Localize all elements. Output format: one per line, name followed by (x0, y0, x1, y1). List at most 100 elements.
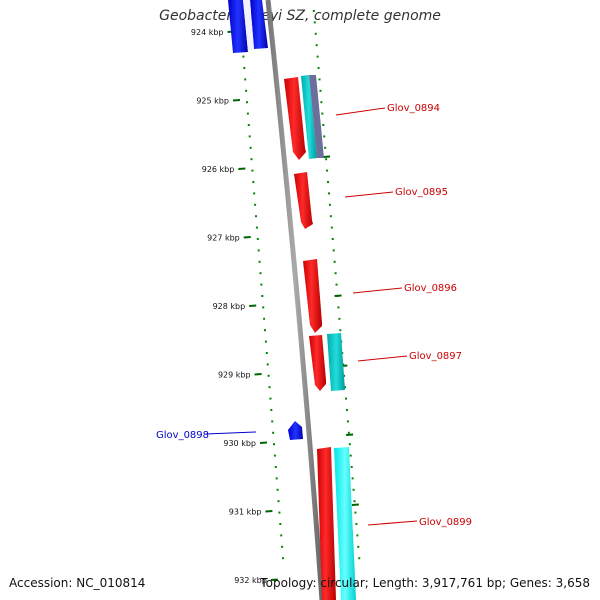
feature-slate-glov-0894 (309, 75, 324, 158)
gc-dot (270, 409, 273, 411)
gene-label-glov-0899[interactable]: Glov_0899 (419, 517, 472, 528)
feature-cyan-glov-0899 (334, 447, 356, 600)
gc-dot (343, 374, 346, 377)
gc-dot (357, 545, 360, 548)
gene-arrow-glov-0898 (288, 421, 303, 440)
gene-block-white-top (243, 0, 254, 52)
track-dash (351, 503, 359, 506)
label-line-glov-0894 (335, 107, 386, 116)
gc-dot (282, 557, 285, 560)
gc-dot (321, 112, 324, 115)
gc-dot (246, 112, 249, 115)
tick-mark (254, 373, 262, 376)
gc-dot (329, 215, 332, 218)
gc-dot (268, 386, 271, 389)
gc-dot (260, 283, 263, 286)
gc-dot (330, 226, 333, 229)
gc-dot (255, 226, 258, 229)
gc-dot (319, 89, 322, 92)
gc-dot (313, 21, 316, 24)
gc-dot (322, 124, 325, 126)
gc-dot (350, 466, 353, 468)
gc-dot (277, 500, 280, 503)
gc-dot (356, 534, 359, 537)
gc-dot (244, 78, 247, 81)
tick-label: 927 kbp (207, 234, 240, 243)
gc-dot (337, 306, 340, 309)
tick-label: 930 kbp (223, 439, 256, 448)
gene-arrow-glov-0895 (294, 172, 313, 229)
label-line-glov-0899 (367, 520, 418, 526)
gc-dot (320, 101, 323, 104)
gc-dot (332, 249, 335, 252)
gc-dot (253, 192, 256, 195)
gc-dot (271, 420, 274, 423)
tick-label: 924 kbp (191, 28, 224, 37)
gene-label-glov-0895[interactable]: Glov_0895 (395, 187, 448, 198)
tick-label: 929 kbp (218, 371, 251, 380)
gc-dot (349, 454, 352, 457)
gc-dot (345, 397, 348, 400)
tick-mark (270, 578, 278, 581)
feature-cyan-glov-0894 (301, 75, 317, 159)
gc-dot (346, 420, 349, 423)
gc-dot (264, 329, 267, 332)
gc-dot (325, 158, 328, 161)
label-line-glov-0896 (352, 287, 403, 294)
gene-label-glov-0897[interactable]: Glov_0897 (409, 351, 462, 362)
gene-label-glov-0896[interactable]: Glov_0896 (404, 283, 457, 294)
gene-label-glov-0898[interactable]: Glov_0898 (156, 430, 209, 441)
gc-dot (257, 249, 260, 252)
gc-dot (262, 306, 265, 309)
gc-dot (347, 431, 350, 434)
gc-dot (314, 32, 317, 35)
gc-dot (265, 352, 268, 354)
gc-dot (355, 523, 358, 525)
gc-dot (245, 101, 248, 104)
gc-dot (259, 272, 262, 275)
gc-dot (318, 78, 321, 81)
gc-dot (279, 523, 282, 525)
gc-dot (250, 158, 253, 161)
feature-cyan-glov-0897 (327, 333, 345, 391)
gc-dot (327, 192, 330, 195)
gc-dot (248, 135, 251, 138)
scale-ticks: 924 kbp 925 kbp 926 kbp 927 kbp 928 kbp 929 k… (191, 28, 278, 585)
gc-dot (331, 238, 334, 240)
gc-dot (354, 511, 357, 514)
tick-mark (259, 441, 268, 444)
gc-dot (255, 215, 258, 218)
gc-dot (335, 283, 338, 286)
gc-dot (263, 317, 266, 320)
gc-dot (278, 511, 281, 514)
gc-dot (245, 89, 248, 92)
gc-dot (352, 488, 355, 491)
label-line-glov-0895 (344, 191, 394, 198)
gc-dot (266, 363, 269, 366)
tick-label: 932 kbp (234, 576, 267, 585)
gc-dot (243, 67, 246, 69)
gc-dot (327, 181, 330, 183)
gc-dot (269, 397, 272, 400)
accession-label: Accession: NC_010814 (9, 576, 146, 590)
gc-dot (315, 44, 318, 47)
gc-dot (339, 329, 342, 332)
gc-dot (348, 443, 351, 446)
genome-backbone (265, 0, 325, 600)
gene-label-glov-0894[interactable]: Glov_0894 (387, 103, 440, 114)
gc-dot (323, 135, 326, 138)
gc-dot (312, 10, 315, 12)
gc-dot (251, 169, 254, 172)
gc-dot (247, 124, 250, 126)
gc-dot (261, 295, 264, 297)
gene-arrow-glov-0897 (309, 335, 326, 391)
gc-dot (256, 238, 259, 240)
gc-dot (334, 272, 337, 275)
gene-block-blue-top-a (228, 0, 248, 53)
tick-mark (232, 99, 241, 102)
gc-dot (276, 488, 279, 491)
gc-dot (254, 203, 257, 206)
gc-dot (252, 181, 255, 183)
gene-arrow-glov-0896 (303, 259, 322, 333)
